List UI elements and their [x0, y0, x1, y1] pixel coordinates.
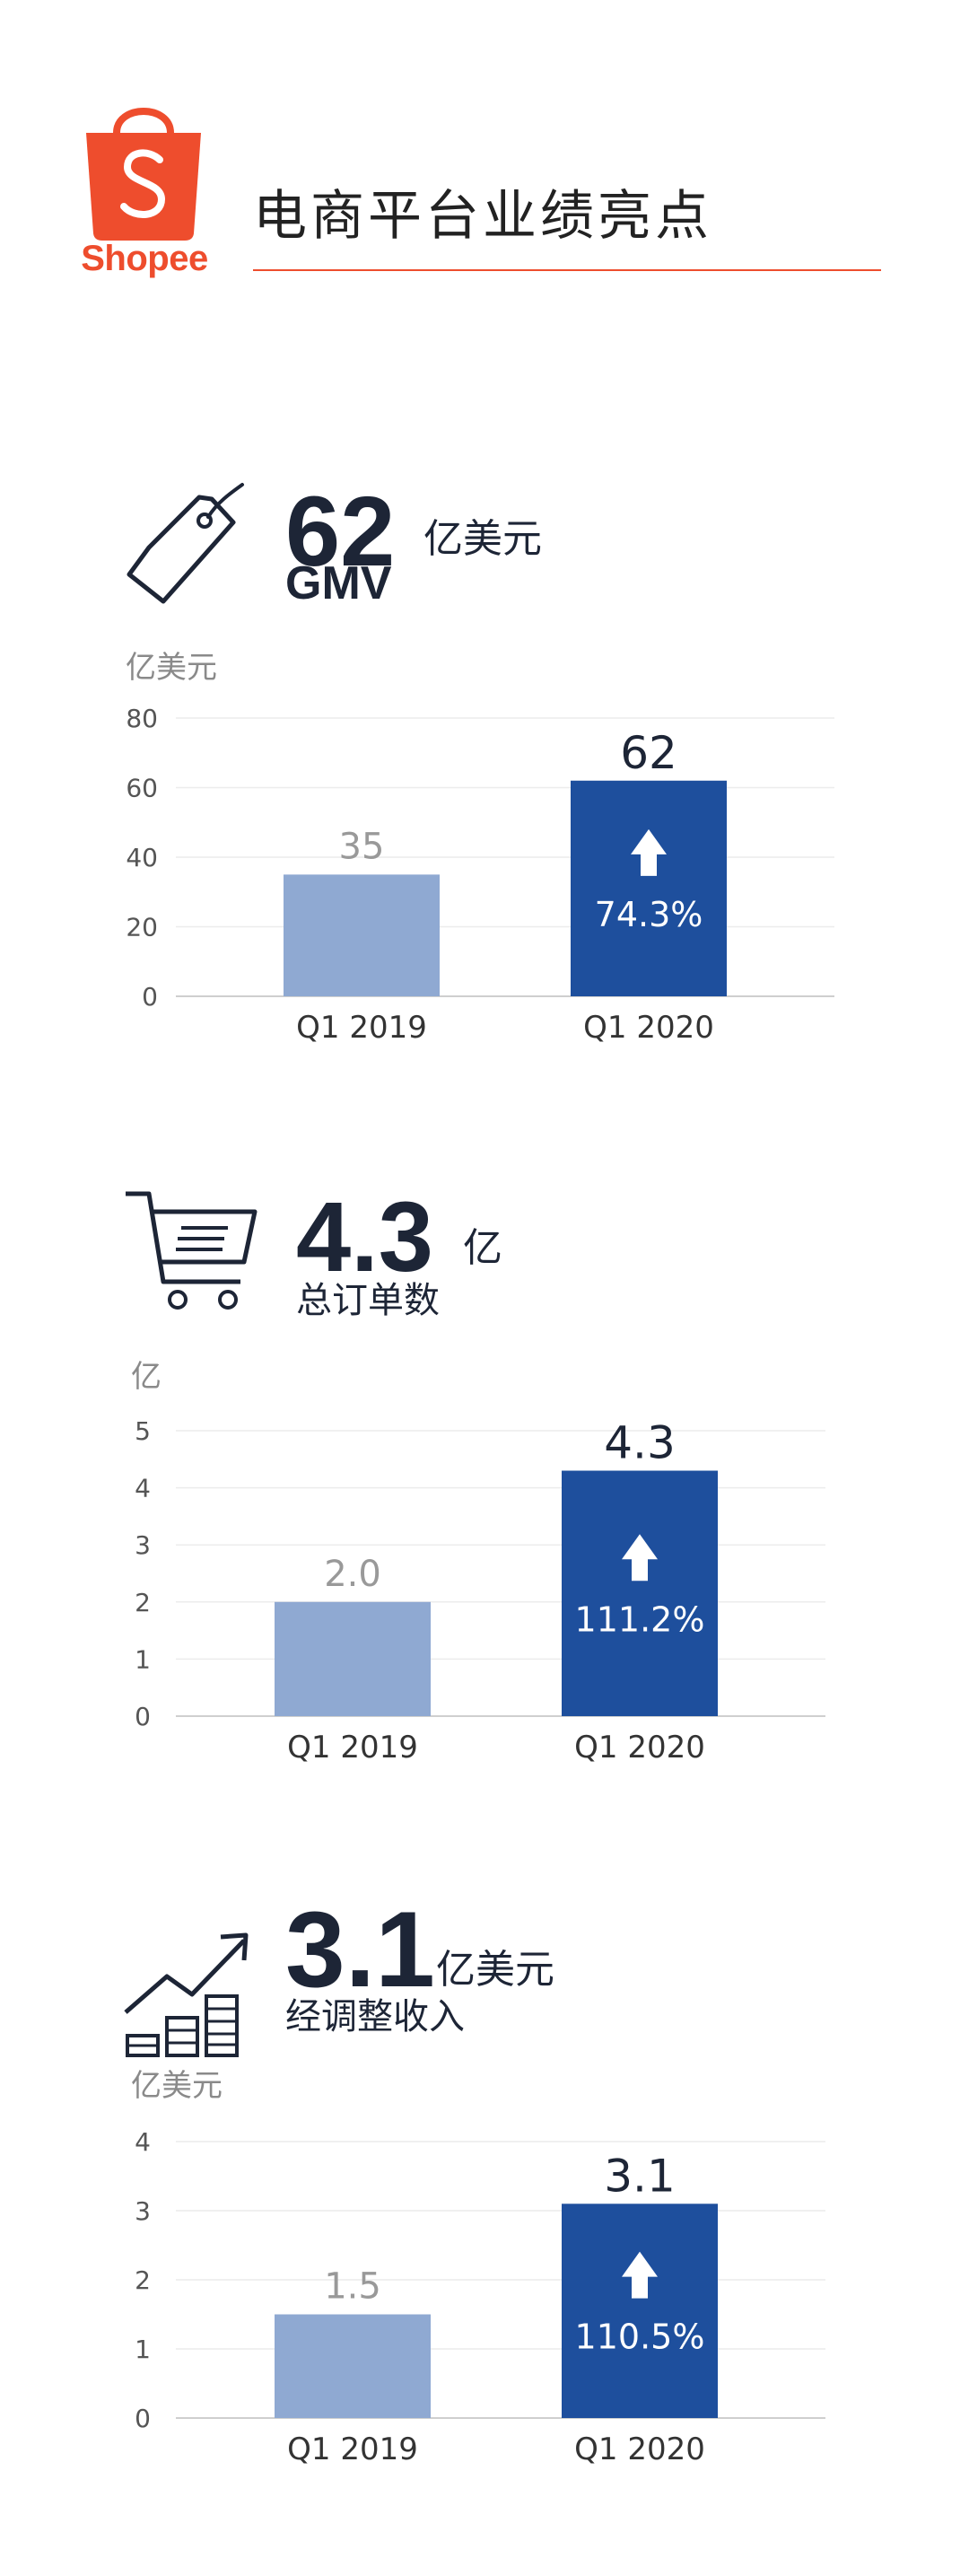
gmv-chart-unit: 亿美元: [126, 650, 217, 686]
growth-rate-label: 110.5%: [575, 2318, 705, 2357]
revenue-value: 3.1: [285, 1889, 435, 2010]
bar-value-label: 2.0: [324, 1554, 381, 1595]
orders-unit: 亿: [463, 1225, 502, 1271]
orders-bar-chart: 0 1 2 3 4 5 2.0 Q1 2019 4.3 Q1 2020 111.2%: [135, 1416, 825, 1766]
orders-chart-unit: 亿: [131, 1359, 162, 1395]
growth-rate-label: 74.3%: [595, 895, 703, 934]
y-tick-label: 3: [135, 1530, 151, 1560]
growth-rate-label: 111.2%: [575, 1599, 705, 1639]
gmv-value: 62: [285, 477, 396, 587]
x-category-label: Q1 2019: [287, 2431, 418, 2467]
y-tick-label: 5: [135, 1416, 151, 1446]
y-tick-label: 20: [126, 913, 158, 942]
y-tick-label: 0: [135, 1702, 151, 1731]
shopee-bag-icon: [86, 108, 201, 241]
y-tick-label: 2: [135, 1588, 151, 1617]
y-tick-label: 3: [135, 2196, 151, 2226]
bar-value-label: 3.1: [604, 2150, 676, 2202]
revenue-bar-chart: 0 1 2 3 4 1.5 Q1 2019 3.1 Q1 2020 110.5%: [135, 2127, 825, 2467]
gmv-section: 62 亿美元 GMV 亿美元 0 20 40 60 80 35 Q1 2019 62 Q1 20…: [0, 467, 969, 1077]
x-category-label: Q1 2020: [574, 2431, 705, 2467]
bar-value-label: 62: [620, 727, 677, 779]
orders-section: 4.3 亿 总订单数 亿 0 1 2 3 4 5 2.0 Q1 2019 4.3 Q1 2020 1…: [0, 1167, 969, 1795]
title-divider: [253, 269, 881, 271]
y-tick-label: 1: [135, 2335, 151, 2364]
gmv-unit: 亿美元: [423, 516, 542, 562]
up-arrow-icon: [622, 1534, 658, 1582]
gmv-bar-chart: 0 20 40 60 80 35 Q1 2019 62 Q1 2020 74.3%: [126, 704, 834, 1046]
y-tick-label: 0: [142, 982, 158, 1012]
bar-q1-2019: [284, 874, 440, 996]
x-category-label: Q1 2019: [287, 1730, 418, 1766]
x-category-label: Q1 2020: [574, 1730, 705, 1766]
revenue-unit: 亿美元: [436, 1947, 554, 1993]
shopee-logo-text: Shopee: [81, 239, 208, 278]
bar-value-label: 35: [339, 826, 385, 867]
up-arrow-icon: [631, 828, 667, 876]
bar-q1-2019: [275, 1601, 431, 1716]
x-category-label: Q1 2020: [583, 1010, 714, 1046]
revenue-metric-label: 经调整收入: [285, 1996, 465, 2037]
bar-q1-2019: [275, 2314, 431, 2418]
shopping-cart-icon: [126, 1191, 258, 1310]
orders-value: 4.3: [296, 1182, 433, 1292]
y-tick-label: 4: [135, 2127, 151, 2157]
growth-chart-icon: [124, 1932, 249, 2057]
revenue-chart-unit: 亿美元: [131, 2068, 223, 2104]
orders-metric-label: 总订单数: [296, 1280, 440, 1321]
bar-value-label: 4.3: [604, 1417, 676, 1469]
x-category-label: Q1 2019: [296, 1010, 427, 1046]
revenue-section: 3.1 亿美元 经调整收入 亿美元 0 1 2 3 4 1.5 Q1 2019 3.1 Q1 2…: [0, 1885, 969, 2549]
page-header: Shopee 电商平台业绩亮点: [0, 0, 969, 296]
y-tick-label: 2: [135, 2265, 151, 2295]
bar-q1-2020: [562, 2204, 718, 2418]
y-tick-label: 4: [135, 1474, 151, 1503]
up-arrow-icon: [622, 2251, 658, 2299]
y-tick-label: 80: [126, 704, 158, 733]
gmv-metric-label: GMV: [285, 557, 392, 609]
bar-value-label: 1.5: [324, 2266, 381, 2308]
bar-q1-2020: [571, 780, 727, 996]
y-tick-label: 40: [126, 843, 158, 872]
bar-q1-2020: [562, 1470, 718, 1716]
y-tick-label: 1: [135, 1644, 151, 1674]
price-tag-icon: [127, 483, 244, 604]
y-tick-label: 60: [126, 774, 158, 803]
y-tick-label: 0: [135, 2404, 151, 2433]
page-title: 电商平台业绩亮点: [253, 185, 712, 248]
